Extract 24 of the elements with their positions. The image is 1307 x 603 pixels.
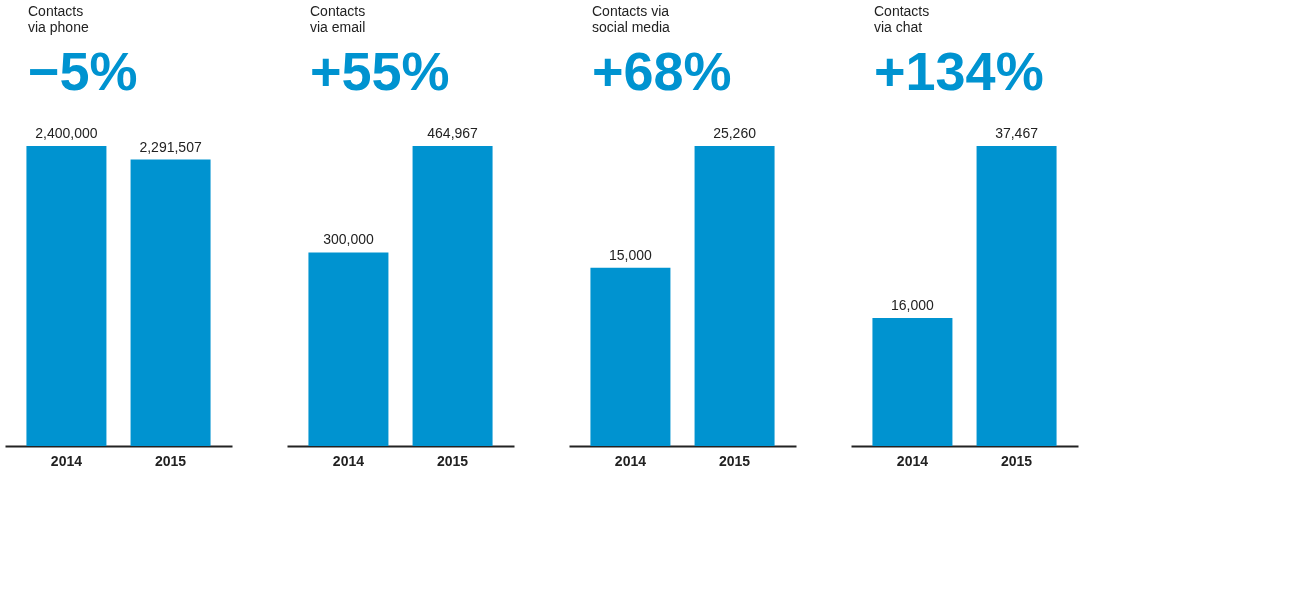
chart-title: Contacts via email [310,3,366,35]
data-label: 16,000 [891,296,935,313]
chart-subtitle: +134% [874,41,1044,101]
x-tick-label: 2014 [332,452,365,469]
chart-title: Contacts via social media [592,3,671,35]
data-label: 25,260 [713,125,757,141]
data-label: 2,291,507 [139,138,202,155]
data-label: 2,400,000 [35,125,98,141]
data-label: 15,000 [609,246,653,263]
data-label: 464,967 [427,125,479,141]
x-tick-label: 2015 [1000,452,1033,469]
chart-subtitle: +68% [592,41,732,101]
data-label: 37,467 [995,125,1039,141]
x-tick-label: 2014 [896,452,929,469]
chart-title: Contacts via phone [28,3,89,35]
chart-subtitle: −5% [28,41,138,101]
x-tick-label: 2015 [436,452,469,469]
data-label: 300,000 [323,231,374,248]
x-tick-label: 2014 [614,452,647,469]
chart-subtitle: +55% [310,41,450,101]
x-tick-label: 2015 [154,452,187,469]
x-tick-label: 2015 [718,452,751,469]
x-tick-label: 2014 [50,452,83,469]
chart-title: Contacts via chat [874,3,930,35]
